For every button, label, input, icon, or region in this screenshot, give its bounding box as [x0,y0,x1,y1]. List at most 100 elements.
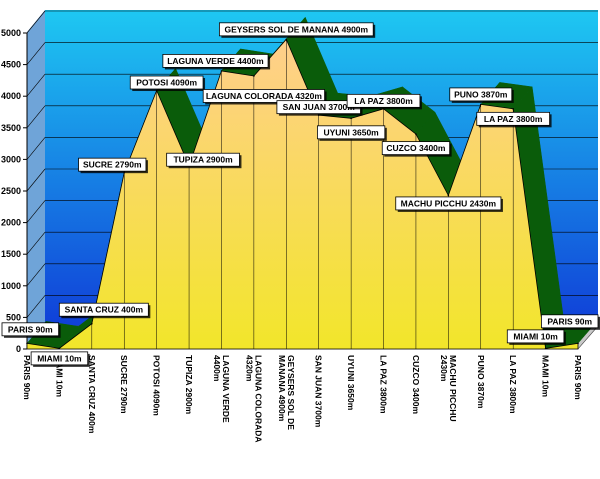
y-tick-label: 4000 [1,91,21,101]
svg-text:SUCRE 2790m: SUCRE 2790m [83,160,142,170]
gridline-side [26,232,46,255]
data-label: LA PAZ 3800m [476,111,552,128]
data-point [26,342,28,345]
svg-text:LA PAZ 3800m: LA PAZ 3800m [508,355,518,414]
gridline-side [26,42,46,65]
svg-text:LAGUNA VERDE4400m: LAGUNA VERDE4400m [212,355,231,423]
svg-text:MIAMI 10m: MIAMI 10m [513,331,558,341]
data-point [91,322,93,325]
y-tick-label: 4500 [1,60,21,70]
data-label: GEYSERS SOL DE MANANA 4900m [218,22,376,38]
data-point [577,342,579,345]
svg-text:POTOSI 4090m: POTOSI 4090m [152,355,162,416]
x-tick-label: UYUNI 3650m [346,355,356,411]
data-point [58,347,61,350]
y-tick-label: 2500 [1,186,21,196]
y-tick-label: 3500 [1,123,21,133]
data-point [447,194,450,197]
y-tick-label: 0 [16,344,21,354]
svg-text:UYUNI 3650m: UYUNI 3650m [346,355,356,411]
data-point [544,347,547,350]
gridline-side [26,200,46,223]
data-labels: PARIS 90m MIAMI 10m SANTA CRUZ 400m SUCRE 2… [1,22,600,367]
x-tick-label: PARIS 90m [22,355,32,400]
data-label: PARIS 90m [541,314,600,330]
svg-text:SAN JUAN 3700m: SAN JUAN 3700m [283,102,356,112]
y-tick-label: 1500 [1,249,21,259]
series-area [26,38,579,350]
x-tick-label: PARIS 90m [573,355,583,400]
gridline-side [26,263,46,286]
svg-text:LA PAZ 3800m: LA PAZ 3800m [354,96,413,106]
svg-text:PUNO 3870m: PUNO 3870m [454,89,508,99]
data-point [285,38,288,41]
svg-text:MAMI 10m: MAMI 10m [54,355,64,397]
data-label: MIAMI 10m [30,351,90,367]
data-label: SUCRE 2790m [78,157,148,174]
svg-text:PARIS 90m: PARIS 90m [22,355,32,400]
gridline-side [26,137,46,160]
x-tick-label: SUCRE 2790m [119,355,129,414]
x-tick-label: POTOSI 4090m [152,355,162,416]
svg-text:LA PAZ 3800m: LA PAZ 3800m [484,114,543,124]
data-label: CUZCO 3400m [381,141,452,157]
svg-text:TUPIZA 2900m: TUPIZA 2900m [184,355,194,415]
x-tick-label: MAMI 10m [541,355,551,397]
svg-text:GEYSERS SOL DE MANANA 4900m: GEYSERS SOL DE MANANA 4900m [224,24,368,34]
x-tick-label: MAMI 10m [54,355,64,397]
svg-text:LA PAZ 3800m: LA PAZ 3800m [379,355,389,414]
data-label: PUNO 3870m [449,87,514,103]
data-point [350,117,352,120]
svg-text:GEYSERS SOL DEMANANA 4900m: GEYSERS SOL DEMANANA 4900m [277,355,296,430]
svg-text:CUZCO 3400m: CUZCO 3400m [411,355,421,414]
svg-text:PUNO 3870m: PUNO 3870m [476,355,486,409]
y-axis: 0 500 1000 1500 2000 2500 3000 3500 4000 4500 5000 [1,28,28,354]
svg-text:LAGUNA COLORADA 4320m: LAGUNA COLORADA 4320m [206,91,322,101]
x-tick-label: TUPIZA 2900m [184,355,194,415]
svg-text:MACHU PICCHU2430m: MACHU PICCHU2430m [439,355,458,422]
x-tick-label: MACHU PICCHU2430m [439,355,458,422]
gridline-side [26,295,46,318]
x-tick-label: PUNO 3870m [476,355,486,409]
data-label: LAGUNA COLORADA 4320m [202,89,327,105]
svg-text:PARIS 90m: PARIS 90m [547,316,592,326]
x-tick-label: GEYSERS SOL DEMANANA 4900m [277,355,296,430]
data-label: TUPIZA 2900m [166,152,242,169]
svg-text:SANTA CRUZ 400m: SANTA CRUZ 400m [65,305,144,315]
x-tick-label: SAN JUAN 3700m [314,355,324,428]
side-wall-fill [27,10,45,349]
gridline-side [26,74,46,97]
svg-text:UYUNI 3650m: UYUNI 3650m [323,127,379,137]
data-label: UYUNI 3650m [317,125,387,141]
data-label: LAGUNA VERDE 4400m [162,54,271,70]
svg-text:SANTA CRUZ 400m: SANTA CRUZ 400m [87,355,97,434]
svg-text:POTOSI 4090m: POTOSI 4090m [136,78,197,88]
data-point [415,133,417,135]
data-point [220,70,223,72]
svg-text:PARIS 90m: PARIS 90m [8,324,53,334]
data-label: MACHU PICCHU 2430m [395,196,503,212]
x-tick-label: LAGUNA COLORADA4320m [244,355,263,443]
data-point [512,108,514,110]
gridline-side [26,168,46,192]
data-label: LA PAZ 3800m [346,93,422,110]
x-axis-tick-labels: PARIS 90m MAMI 10m SANTA CRUZ 400m SUCRE 27… [22,355,583,443]
y-tick-label: 5000 [1,28,21,38]
svg-text:MACHU PICCHU 2430m: MACHU PICCHU 2430m [401,198,497,208]
svg-text:SUCRE 2790m: SUCRE 2790m [119,355,129,414]
x-tick-label: LAGUNA VERDE4400m [212,355,231,423]
svg-text:TUPIZA 2900m: TUPIZA 2900m [173,155,233,165]
data-label: MIAMI 10m [506,329,566,345]
x-tick-label: LA PAZ 3800m [379,355,389,414]
data-label: SAN JUAN 3700m [276,100,363,116]
gridline-side [26,10,46,34]
y-tick-label: 3000 [1,154,21,164]
x-tick-label: LA PAZ 3800m [508,355,518,414]
data-label: POTOSI 4090m [129,75,206,92]
svg-text:CUZCO 3400m: CUZCO 3400m [386,143,445,153]
data-point [479,103,482,106]
svg-text:PARIS 90m: PARIS 90m [573,355,583,400]
svg-text:LAGUNA VERDE 4400m: LAGUNA VERDE 4400m [167,56,264,66]
svg-text:SAN JUAN 3700m: SAN JUAN 3700m [314,355,324,428]
